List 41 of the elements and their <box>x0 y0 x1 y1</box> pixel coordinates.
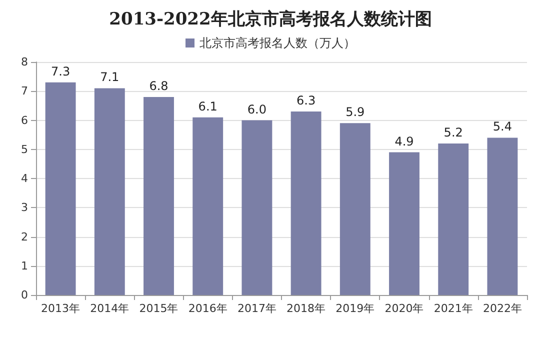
y-tick-label: 7 <box>21 84 28 98</box>
y-tick-label: 5 <box>21 142 28 156</box>
x-tick-label: 2022年 <box>482 302 522 315</box>
x-tick-label: 2013年 <box>41 302 80 315</box>
x-tick-label: 2017年 <box>237 302 276 315</box>
x-tick-label: 2021年 <box>434 302 473 315</box>
y-tick-label: 4 <box>21 172 28 185</box>
x-tick-label: 2014年 <box>90 302 130 315</box>
data-label: 6.0 <box>247 102 266 116</box>
x-tick-label: 2015年 <box>139 302 178 315</box>
x-tick-label: 2019年 <box>336 302 375 315</box>
bar <box>438 144 469 295</box>
bar <box>290 112 322 295</box>
y-tick-label: 8 <box>21 56 28 68</box>
legend-label: 北京市高考报名人数（万人） <box>200 36 356 50</box>
data-label: 7.3 <box>51 64 70 78</box>
data-label: 6.1 <box>198 99 218 114</box>
bar <box>487 138 518 295</box>
bar <box>192 117 224 295</box>
y-tick-label: 1 <box>21 259 28 272</box>
bar <box>144 96 174 295</box>
chart-title: 2013-2022年北京市高考报名人数统计图 <box>109 10 432 30</box>
x-tick-label: 2018年 <box>286 302 326 315</box>
y-tick-label: 6 <box>21 114 28 127</box>
data-label: 7.1 <box>100 70 120 84</box>
x-tick-label: 2020年 <box>384 302 424 315</box>
y-tick-label: 0 <box>21 288 28 302</box>
y-tick-label: 2 <box>21 230 28 244</box>
y-tick-label: 3 <box>21 201 28 214</box>
data-label: 5.2 <box>444 126 463 140</box>
bar <box>340 123 370 295</box>
bar <box>389 152 420 295</box>
data-label: 6.3 <box>296 94 316 108</box>
data-label: 5.9 <box>346 105 365 120</box>
data-label: 6.8 <box>149 78 168 93</box>
x-tick-label: 2016年 <box>188 302 228 315</box>
bar <box>242 120 272 295</box>
bar <box>45 82 76 295</box>
data-label: 5.4 <box>492 120 512 134</box>
bar <box>94 88 125 295</box>
data-label: 4.9 <box>394 134 414 148</box>
